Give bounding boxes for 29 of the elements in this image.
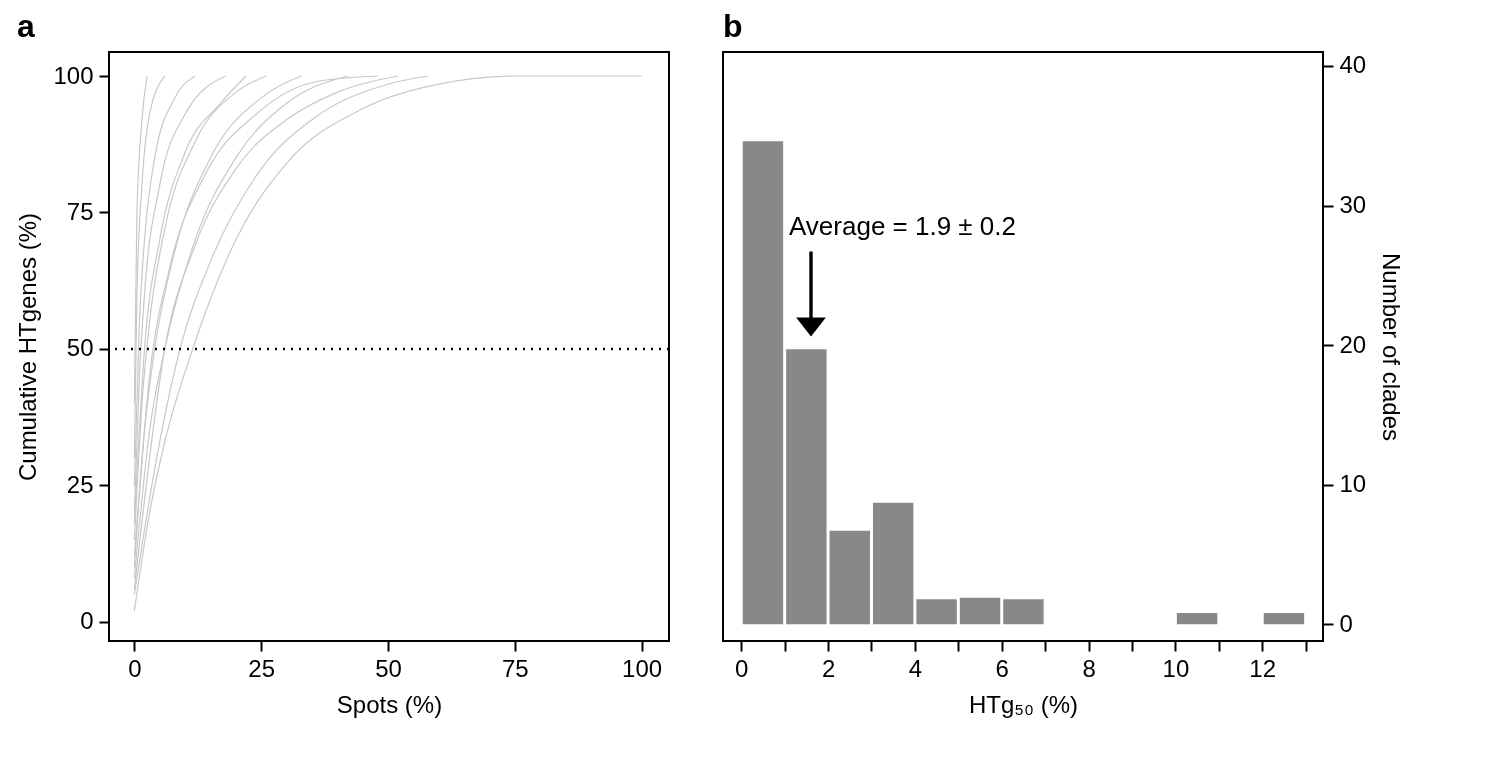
chart-title: b — [723, 8, 743, 44]
y-tick-label: 20 — [1339, 330, 1367, 358]
y-tick-label: 40 — [1339, 51, 1367, 79]
y-tick-label: 0 — [80, 607, 94, 635]
x-tick-label: 6 — [995, 654, 1009, 682]
y-tick-label: 100 — [53, 61, 94, 89]
x-tick-label: 25 — [248, 654, 276, 682]
x-tick-label: 75 — [501, 654, 529, 682]
x-tick-label: 4 — [908, 654, 923, 682]
y-axis-title: Cumulative HTgenes (%) — [14, 212, 42, 482]
y-tick-label: 0 — [1339, 609, 1353, 637]
x-axis-title: Spots (%) — [336, 690, 443, 718]
annotation: Average = 1.9 ± 0.2 — [789, 211, 1017, 241]
x-tick-label: 0 — [735, 654, 749, 682]
y-tick-label: 75 — [66, 197, 94, 225]
x-axis-title: HTg₅₀ (%) — [969, 690, 1078, 718]
x-tick-label: 2 — [821, 654, 836, 682]
x-tick-label: 0 — [128, 654, 142, 682]
y-axis-title: Number of clades — [1378, 252, 1406, 442]
x-tick-label: 50 — [375, 654, 402, 682]
x-tick-label: 12 — [1249, 654, 1277, 682]
chart-title: a — [16, 8, 35, 44]
x-tick-label: 8 — [1082, 654, 1096, 682]
y-tick-label: 50 — [66, 334, 94, 362]
y-tick-label: 30 — [1339, 191, 1367, 219]
x-tick-label: 10 — [1162, 654, 1190, 682]
y-tick-label: 25 — [66, 470, 94, 498]
y-tick-label: 10 — [1339, 470, 1367, 498]
x-tick-label: 100 — [622, 654, 663, 682]
